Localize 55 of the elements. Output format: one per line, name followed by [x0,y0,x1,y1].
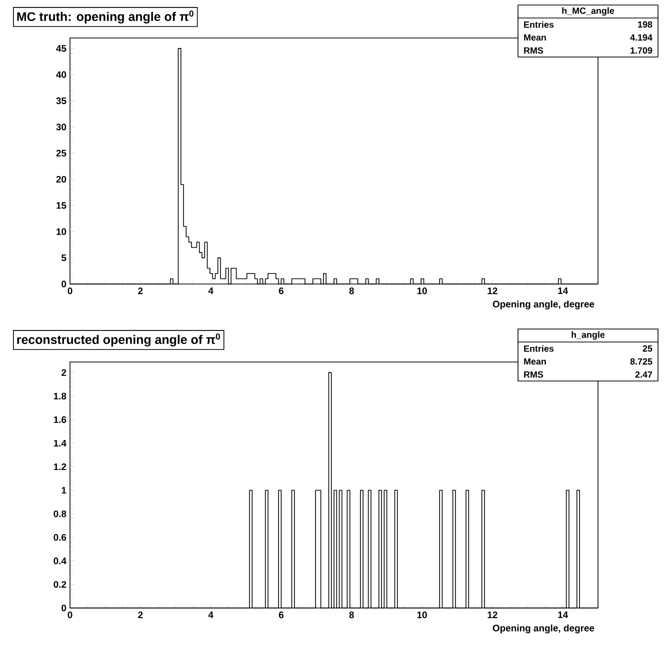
x-tick-label: 0 [68,612,72,618]
x-tick-label: 8 [349,288,354,294]
y-tick-label: 2 [62,369,66,376]
y-tick-label: 0.4 [54,558,66,564]
y-tick-label: 0.8 [54,510,66,518]
y-tick-label: 40 [56,71,66,78]
x-tick-label: 2 [138,288,143,294]
y-tick-label: 25 [56,150,66,156]
annotation: RMS [524,47,544,54]
x-tick-label: 6 [278,288,284,294]
x-tick-label: 14 [558,612,568,618]
text: Entries [524,21,554,28]
y-tick-label: 35 [56,97,66,104]
annotation: RMS [524,371,544,378]
x-tick-label: 4 [208,612,214,618]
x-tick-label: 8 [349,612,354,618]
x-axis-title: Opening angle, degree [492,624,594,634]
x-tick-label: 14 [558,288,568,294]
annotation: Mean [524,34,546,41]
x-tick-label: 12 [488,288,498,294]
y-tick-label: 10 [56,228,66,235]
y-tick-label: 45 [56,45,66,52]
text: 8.725 [630,358,652,365]
y-tick-label: 1.4 [54,440,66,446]
text: h_MC_angle [562,7,614,16]
x-tick-label: 0 [68,288,72,294]
text: Entries [524,345,554,352]
y-tick-label: 1 [62,487,66,494]
y-tick-label: 0.2 [54,581,66,588]
text: 2.47 [635,371,652,378]
text: 4.194 [630,34,652,41]
y-tick-label: 5 [62,254,66,262]
x-tick-label: 6 [278,612,284,618]
y-tick-label: 0 [62,280,66,288]
y-tick-label: 1.8 [54,392,66,400]
y-tick-label: 1.2 [54,463,66,470]
text: 25 [642,345,652,352]
x-tick-label: 10 [417,288,427,294]
text: h_angle [572,331,605,340]
chart-title: reconstructed opening angle of π$^{0}$ [17,333,220,347]
y-tick-label: 0 [62,604,66,612]
x-tick-label: 2 [138,612,143,618]
y-tick-label: 0.6 [54,534,66,541]
text: 198 [638,21,652,28]
y-tick-label: 20 [56,176,66,183]
y-tick-label: 15 [56,202,66,209]
y-tick-label: 1.6 [54,416,66,424]
annotation: Mean [524,358,546,365]
y-tick-label: 30 [56,124,66,130]
x-tick-label: 12 [488,612,498,618]
chart-title: MC truth: opening angle of π$^{0}$ [17,10,194,24]
x-tick-label: 4 [208,288,214,294]
x-axis-title: Opening angle, degree [492,300,594,310]
text: 1.709 [630,47,652,54]
x-tick-label: 10 [417,612,427,618]
